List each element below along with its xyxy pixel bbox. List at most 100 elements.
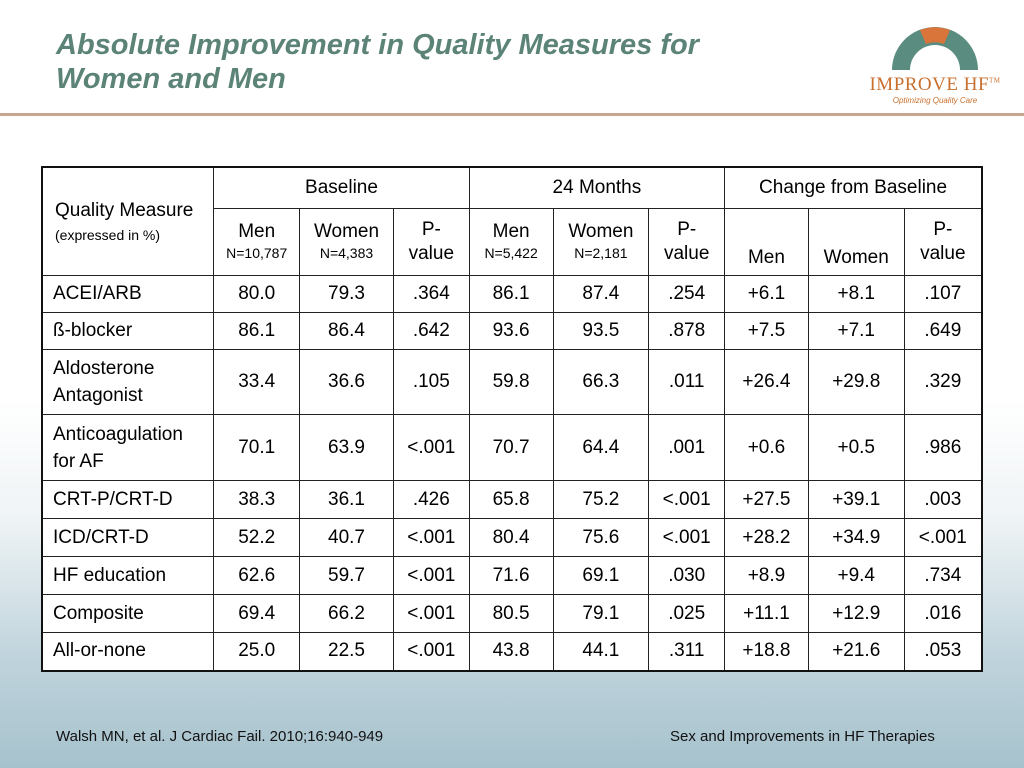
- quality-measures-table: Quality Measure (expressed in %) Baselin…: [41, 166, 983, 672]
- value-cell: 75.6: [552, 518, 650, 557]
- value-cell: .311: [648, 632, 726, 671]
- value-cell: .364: [392, 275, 470, 313]
- value-cell: .030: [648, 556, 726, 595]
- value-cell: +11.1: [724, 594, 809, 633]
- value-cell: 59.8: [468, 349, 554, 415]
- value-cell: 40.7: [299, 518, 394, 557]
- logo-tagline: Optimizing Quality Care: [892, 96, 978, 105]
- value-cell: +28.2: [724, 518, 809, 557]
- table-row: ß-blocker 86.1 86.4 .642 93.6 93.5 .878 …: [41, 312, 983, 350]
- value-cell: 64.4: [552, 414, 650, 481]
- value-cell: +7.1: [807, 312, 905, 350]
- m24-men-header: Men N=5,422: [468, 208, 554, 276]
- value-cell: 93.6: [468, 312, 554, 350]
- value-cell: 86.1: [213, 312, 301, 350]
- value-cell: 93.5: [552, 312, 650, 350]
- value-cell: 71.6: [468, 556, 554, 595]
- value-cell: 86.4: [299, 312, 394, 350]
- slide-title: Absolute Improvement in Quality Measures…: [56, 28, 856, 96]
- value-cell: 36.1: [299, 480, 394, 519]
- logo-name: IMPROVE HFTM: [869, 74, 1001, 95]
- baseline-women-header: Women N=4,383: [299, 208, 394, 276]
- value-cell: +0.5: [807, 414, 905, 481]
- value-cell: +6.1: [724, 275, 809, 313]
- value-cell: <.001: [648, 518, 726, 557]
- value-cell: 70.1: [213, 414, 301, 481]
- change-header: Change from Baseline: [724, 166, 983, 209]
- value-cell: 36.6: [299, 349, 394, 415]
- baseline-men-header: Men N=10,787: [213, 208, 301, 276]
- improve-hf-logo: IMPROVE HFTM Optimizing Quality Care: [860, 10, 1010, 106]
- value-cell: 38.3: [213, 480, 301, 519]
- value-cell: 87.4: [552, 275, 650, 313]
- value-cell: 62.6: [213, 556, 301, 595]
- table-row: Anticoagulation for AF 70.1 63.9 <.001 70…: [41, 414, 983, 481]
- value-cell: 69.4: [213, 594, 301, 633]
- value-cell: 75.2: [552, 480, 650, 519]
- value-cell: 66.3: [552, 349, 650, 415]
- value-cell: 66.2: [299, 594, 394, 633]
- quality-measure-header: Quality Measure (expressed in %): [41, 166, 215, 276]
- measure-cell: HF education: [41, 556, 215, 595]
- value-cell: .649: [903, 312, 983, 350]
- value-cell: +29.8: [807, 349, 905, 415]
- value-cell: .254: [648, 275, 726, 313]
- value-cell: 25.0: [213, 632, 301, 671]
- value-cell: 63.9: [299, 414, 394, 481]
- value-cell: +0.6: [724, 414, 809, 481]
- measure-cell: All-or-none: [41, 632, 215, 671]
- table-row: All-or-none 25.0 22.5 <.001 43.8 44.1 .3…: [41, 632, 983, 671]
- table-row: ICD/CRT-D 52.2 40.7 <.001 80.4 75.6 <.00…: [41, 518, 983, 557]
- title-divider: [0, 113, 1024, 116]
- value-cell: 80.5: [468, 594, 554, 633]
- value-cell: <.001: [392, 632, 470, 671]
- value-cell: .107: [903, 275, 983, 313]
- slide-topic: Sex and Improvements in HF Therapies: [670, 728, 935, 745]
- citation: Walsh MN, et al. J Cardiac Fail. 2010;16…: [56, 728, 384, 745]
- measure-cell: ß-blocker: [41, 312, 215, 350]
- measure-cell: Composite: [41, 594, 215, 633]
- change-pvalue-header: P-value: [903, 208, 983, 276]
- value-cell: 22.5: [299, 632, 394, 671]
- value-cell: 86.1: [468, 275, 554, 313]
- measure-cell: Anticoagulation for AF: [41, 414, 215, 481]
- table-row: HF education 62.6 59.7 <.001 71.6 69.1 .…: [41, 556, 983, 595]
- value-cell: 70.7: [468, 414, 554, 481]
- change-women-header: Women: [807, 208, 905, 276]
- value-cell: .878: [648, 312, 726, 350]
- logo-arc-icon: [892, 27, 978, 70]
- value-cell: .016: [903, 594, 983, 633]
- value-cell: 69.1: [552, 556, 650, 595]
- table-row: Composite 69.4 66.2 <.001 80.5 79.1 .025…: [41, 594, 983, 633]
- value-cell: .001: [648, 414, 726, 481]
- value-cell: .003: [903, 480, 983, 519]
- value-cell: 65.8: [468, 480, 554, 519]
- value-cell: 43.8: [468, 632, 554, 671]
- value-cell: 80.0: [213, 275, 301, 313]
- value-cell: <.001: [392, 556, 470, 595]
- value-cell: .011: [648, 349, 726, 415]
- value-cell: +26.4: [724, 349, 809, 415]
- value-cell: .642: [392, 312, 470, 350]
- slide-title-line2: Women and Men: [56, 63, 286, 95]
- value-cell: <.001: [392, 414, 470, 481]
- measure-cell: ACEI/ARB: [41, 275, 215, 313]
- value-cell: .986: [903, 414, 983, 481]
- value-cell: <.001: [648, 480, 726, 519]
- value-cell: .329: [903, 349, 983, 415]
- m24-women-header: Women N=2,181: [552, 208, 650, 276]
- value-cell: +12.9: [807, 594, 905, 633]
- table-row: ACEI/ARB 80.0 79.3 .364 86.1 87.4 .254 +…: [41, 275, 983, 313]
- value-cell: .105: [392, 349, 470, 415]
- value-cell: 44.1: [552, 632, 650, 671]
- measure-cell: Aldosterone Antagonist: [41, 349, 215, 415]
- slide-title-line1: Absolute Improvement in Quality Measures…: [56, 29, 699, 61]
- value-cell: 33.4: [213, 349, 301, 415]
- value-cell: 59.7: [299, 556, 394, 595]
- header-row-columns: Men N=10,787 Women N=4,383 P-value Men N=5,…: [42, 208, 983, 276]
- baseline-pvalue-header: P-value: [392, 208, 470, 276]
- value-cell: 79.1: [552, 594, 650, 633]
- months24-header: 24 Months: [468, 166, 726, 209]
- value-cell: <.001: [903, 518, 983, 557]
- value-cell: +34.9: [807, 518, 905, 557]
